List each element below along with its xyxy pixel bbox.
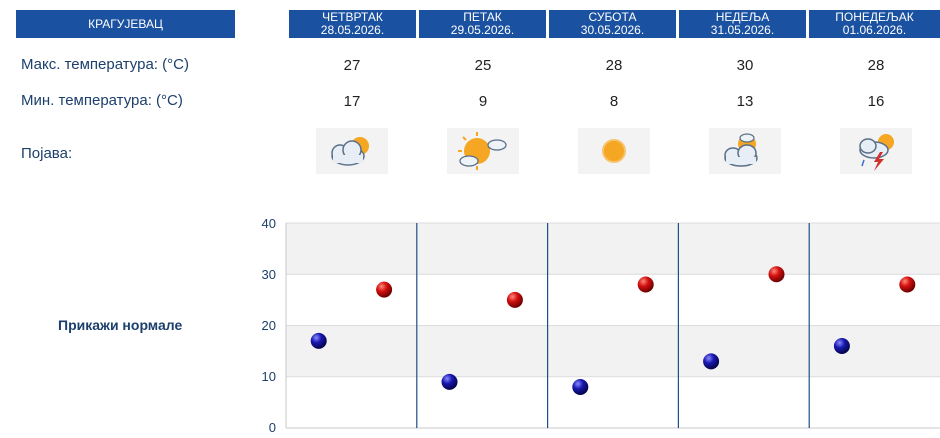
min-temperature-point[interactable] — [833, 338, 850, 354]
min-temperature-value: 16 — [867, 93, 885, 110]
day-date: 30.05.2026. — [580, 23, 645, 37]
y-tick-label: 20 — [261, 318, 276, 333]
min-temperature-value: 13 — [736, 93, 754, 110]
sunny-icon — [578, 128, 650, 174]
max-temperature-point[interactable] — [637, 276, 654, 293]
partly-cloudy-icon — [316, 128, 388, 174]
day-header: ЧЕТВРТАК 28.05.2026. — [289, 10, 416, 38]
max-temperature-value: 30 — [736, 57, 754, 74]
day-header: НЕДЕЉА 31.05.2026. — [679, 10, 806, 38]
mostly-sunny-icon — [447, 128, 519, 174]
plot-band — [286, 223, 940, 275]
phenomenon-label: Појава: — [21, 145, 73, 162]
day-date: 31.05.2026. — [710, 23, 775, 37]
max-temperature-label: Макс. температура: (°C) — [21, 56, 189, 73]
day-name: НЕДЕЉА — [715, 10, 770, 24]
y-tick-label: 40 — [261, 216, 276, 231]
day-date: 29.05.2026. — [450, 23, 515, 37]
day-name: ПЕТАК — [463, 10, 502, 24]
plot-band — [286, 325, 940, 377]
day-header: СУБОТА 30.05.2026. — [549, 10, 676, 38]
min-temperature-point[interactable] — [703, 353, 720, 370]
min-temperature-point[interactable] — [572, 379, 589, 395]
max-temperature-point[interactable] — [376, 281, 393, 298]
plot-band — [286, 376, 940, 428]
day-name: ЧЕТВРТАК — [322, 10, 383, 24]
max-temperature-point[interactable] — [899, 276, 916, 293]
show-normals-link[interactable]: Прикажи нормале — [58, 317, 183, 333]
day-date: 28.05.2026. — [320, 23, 385, 37]
min-temperature-value: 9 — [478, 93, 488, 110]
max-temperature-point[interactable] — [768, 266, 785, 283]
day-name: ПОНЕДЕЉАК — [835, 10, 914, 24]
max-temperature-value: 28 — [867, 57, 885, 74]
day-header: ПЕТАК 29.05.2026. — [419, 10, 546, 38]
plot-band — [286, 274, 940, 326]
partly-cloudy-icon — [709, 128, 781, 174]
min-temperature-value: 17 — [343, 93, 361, 110]
y-tick-label: 10 — [261, 369, 276, 384]
day-date: 01.06.2026. — [842, 23, 907, 37]
day-header: ПОНЕДЕЉАК 01.06.2026. — [809, 10, 940, 38]
max-temperature-value: 27 — [343, 57, 361, 74]
min-temperature-label: Мин. температура: (°C) — [21, 92, 183, 109]
max-temperature-value: 28 — [605, 57, 623, 74]
y-tick-label: 30 — [261, 267, 276, 282]
max-temperature-point[interactable] — [506, 291, 523, 308]
day-name: СУБОТА — [588, 10, 637, 24]
min-temperature-point[interactable] — [441, 373, 458, 390]
max-temperature-value: 25 — [474, 57, 492, 74]
min-temperature-value: 8 — [609, 93, 619, 110]
y-tick-label: 0 — [268, 420, 276, 435]
thunderstorm-icon — [840, 128, 912, 174]
city-header: КРАГУЈЕВАЦ — [16, 10, 235, 38]
min-temperature-point[interactable] — [310, 332, 327, 349]
